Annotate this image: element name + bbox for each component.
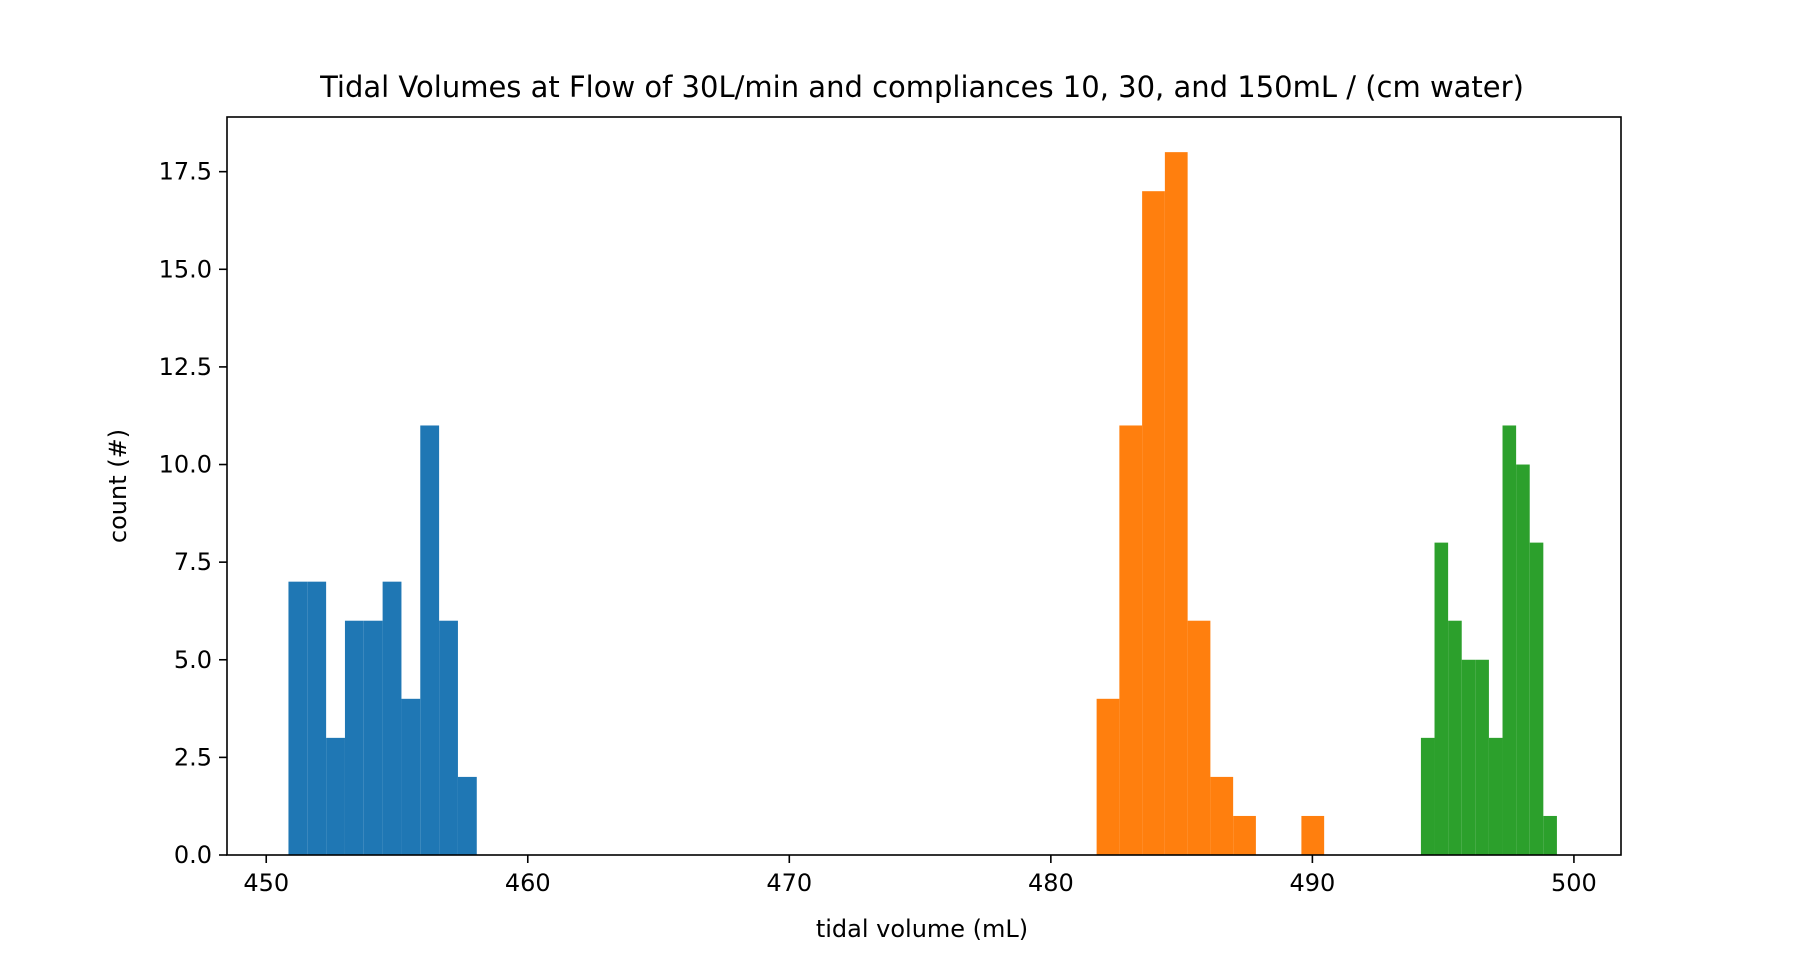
x-tick-label: 500 [1551, 869, 1597, 897]
histogram-bar [1096, 698, 1120, 855]
x-tick-label: 450 [243, 869, 289, 897]
histogram-bar [363, 620, 383, 855]
chart-title: Tidal Volumes at Flow of 30L/min and com… [319, 70, 1524, 104]
histogram-bar [382, 581, 402, 855]
histogram-bar [420, 425, 440, 855]
histogram-bar [1187, 620, 1211, 855]
histogram-bar [1434, 542, 1449, 855]
plot-frame [226, 116, 1622, 856]
y-tick-label: 2.5 [174, 743, 212, 771]
histogram-bar [1543, 815, 1557, 855]
histogram-bar [1142, 191, 1165, 855]
histogram-bar [344, 620, 364, 855]
histogram-bar [1461, 659, 1476, 855]
histogram-bar [1475, 659, 1489, 855]
histogram-bar [1301, 815, 1325, 855]
y-tick-label: 15.0 [159, 255, 212, 283]
histogram-bar [1529, 542, 1544, 855]
histogram-bar [1502, 425, 1517, 855]
histogram-bar [288, 581, 308, 855]
y-tick-label: 0.0 [174, 841, 212, 869]
y-tick-label: 12.5 [159, 353, 212, 381]
histogram-bar [1210, 776, 1234, 855]
histogram-bar [1448, 620, 1462, 855]
x-tick-label: 490 [1289, 869, 1335, 897]
bars-layer [288, 152, 1557, 856]
x-tick-label: 460 [505, 869, 551, 897]
histogram-bar [401, 698, 421, 855]
histogram-bar [1420, 737, 1435, 855]
histogram-bar [1516, 464, 1530, 855]
histogram-bar [1119, 425, 1143, 855]
histogram-bar [326, 737, 345, 855]
x-tick-label: 470 [766, 869, 812, 897]
histogram-bar [307, 581, 327, 855]
y-tick-label: 17.5 [159, 158, 212, 186]
y-tick-label: 10.0 [159, 451, 212, 479]
x-tick-label: 480 [1028, 869, 1074, 897]
y-tick-label: 5.0 [174, 646, 212, 674]
histogram-bar [439, 620, 458, 855]
y-tick-label: 7.5 [174, 548, 212, 576]
histogram-bar [457, 776, 477, 855]
histogram-bar [1164, 152, 1188, 856]
y-axis-label: count (#) [104, 429, 132, 543]
histogram-bar [1488, 737, 1503, 855]
histogram-bar [1233, 815, 1256, 855]
x-axis-label: tidal volume (mL) [816, 915, 1028, 943]
ticks-layer: 450 460 470 480 490 500 0.0 2.5 5.0 7.5 10.0 12.5 15… [159, 158, 1597, 897]
